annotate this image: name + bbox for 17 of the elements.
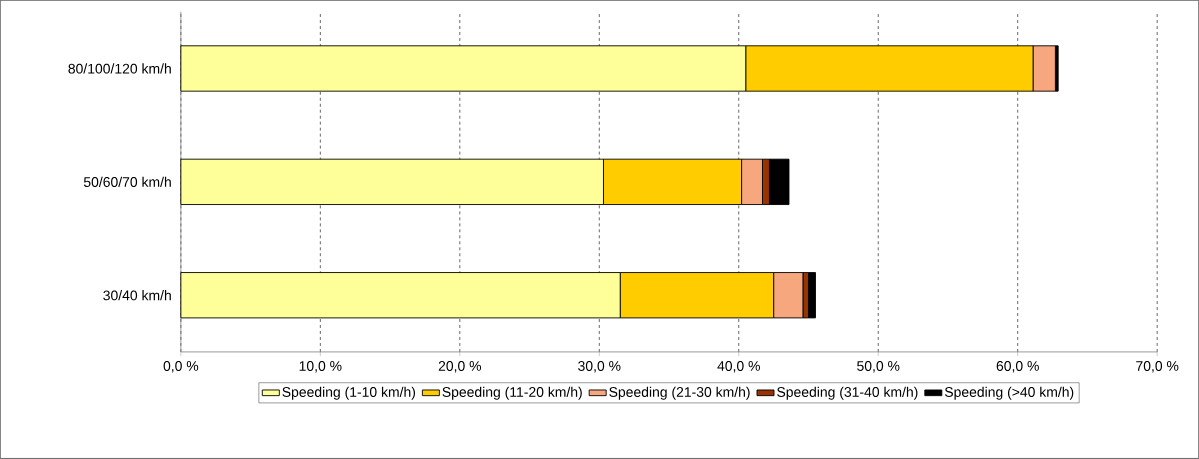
x-tick-label: 30,0 %: [578, 361, 621, 373]
y-tick-label: 50/60/70 km/h: [83, 176, 171, 188]
y-tick-label: 80/100/120 km/h: [68, 63, 171, 74]
x-tick-label: 40,0 %: [717, 361, 760, 373]
legend-label: Speeding (21-30 km/h): [609, 386, 750, 400]
legend-label: Speeding (1-10 km/h): [282, 386, 416, 400]
x-tick-label: 60,0 %: [996, 361, 1039, 373]
legend-label: Speeding (>40 km/h): [944, 386, 1074, 400]
x-tick-label: 20,0 %: [438, 361, 482, 373]
legend-label: Speeding (31-40 km/h): [777, 386, 918, 400]
bar: [808, 272, 816, 319]
x-tick-label: 10,0 %: [299, 361, 342, 373]
y-tick-label: 30/40 km/h: [103, 290, 171, 301]
x-tick-label: 70,0 %: [1136, 361, 1179, 373]
legend-label: Speeding (11-20 km/h): [442, 386, 582, 400]
x-tick-label: 50,0 %: [857, 361, 900, 373]
x-tick-label: 0,0 %: [163, 361, 199, 373]
